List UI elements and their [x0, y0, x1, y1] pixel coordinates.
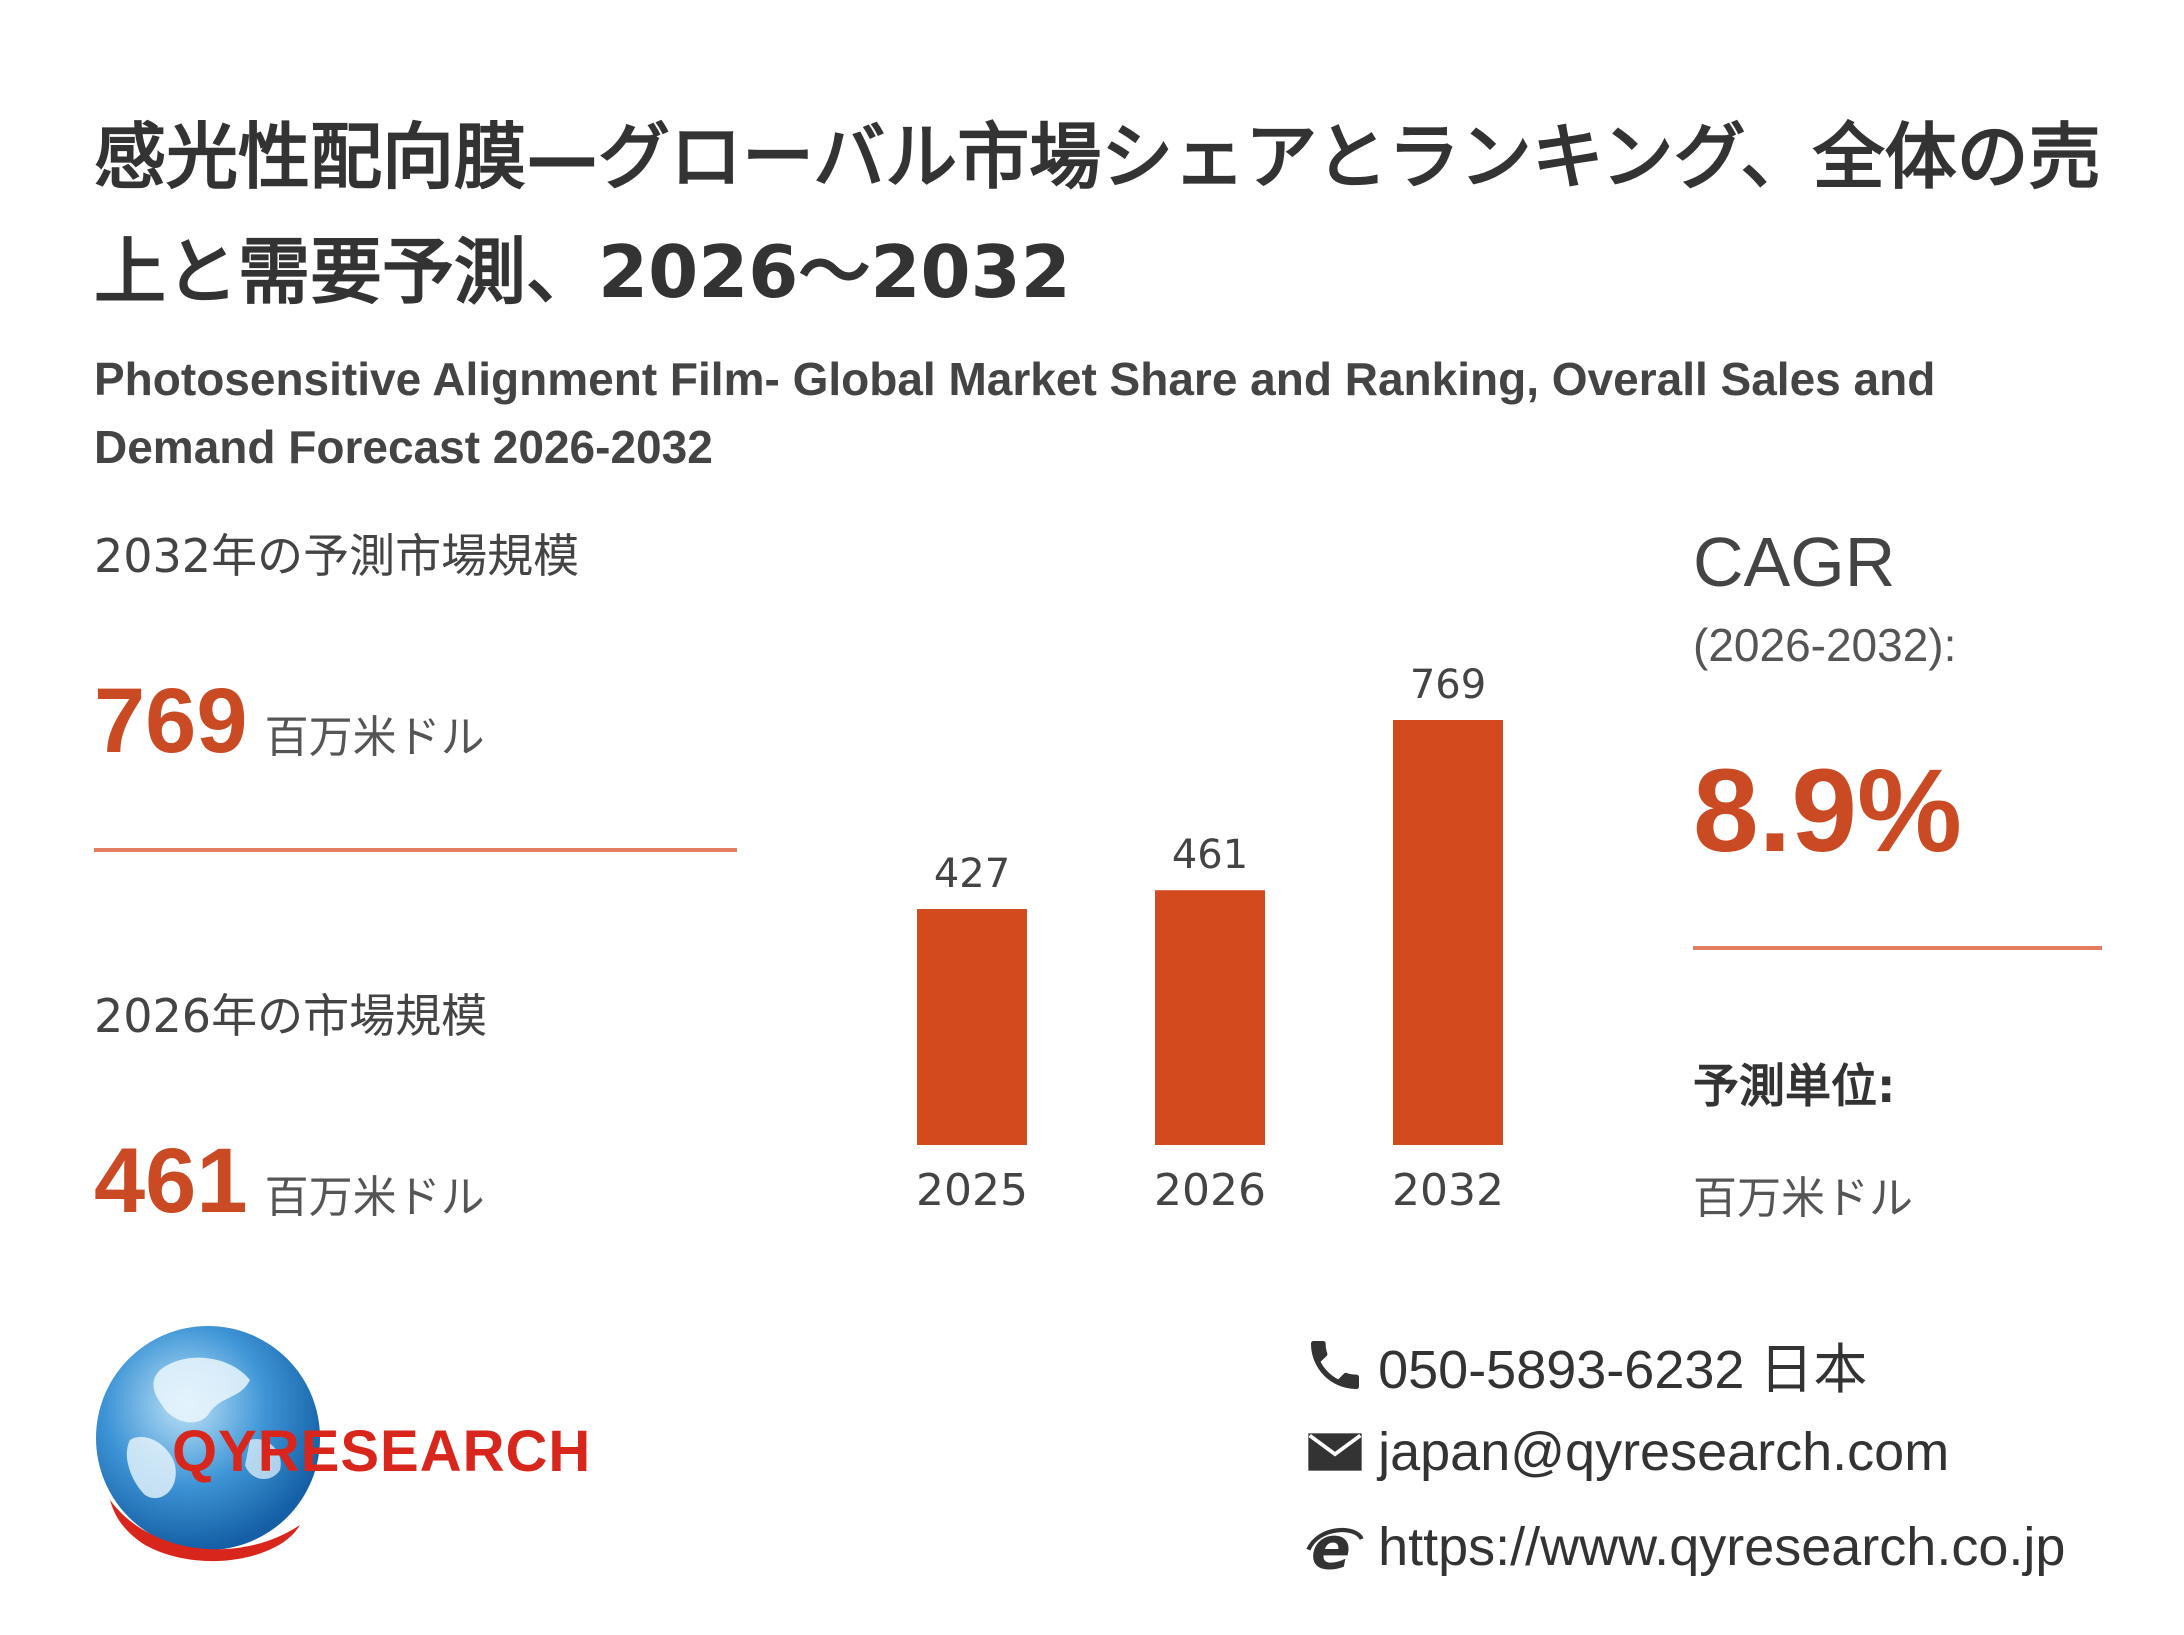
market-size-bar-chart: 427 461 769 2025 2026 2032 — [916, 662, 1504, 1216]
cagr-label: CAGR — [1693, 523, 1896, 601]
web-icon: e — [1306, 1514, 1364, 1582]
page-title: 感光性配向膜—グローバル市場シェアとランキング、全体の売上と需要予測、2026～… — [94, 115, 2101, 314]
phone-text: 050-5893-6232 日本 — [1378, 1340, 1868, 1400]
forecast-unit: 百万米ドル — [264, 712, 485, 763]
current-value: 461 — [94, 1130, 248, 1232]
contact-website: e https://www.qyresearch.co.jp — [1303, 1514, 2066, 1582]
unit-value: 百万米ドル — [1693, 1173, 1913, 1224]
unit-heading: 予測単位: — [1693, 1059, 1896, 1113]
mail-icon — [1308, 1433, 1362, 1471]
phone-icon — [1311, 1340, 1359, 1389]
logo-text: QYRESEARCH — [172, 1418, 591, 1485]
category-label-2025: 2025 — [916, 1165, 1028, 1216]
forecast-divider — [94, 848, 737, 852]
website-link[interactable]: https://www.qyresearch.co.jp — [1378, 1517, 2066, 1577]
cagr-value: 8.9% — [1693, 745, 1962, 877]
data-label-2032: 769 — [1410, 662, 1486, 708]
page-subtitle: Photosensitive Alignment Film- Global Ma… — [94, 353, 1936, 473]
data-label-2026: 461 — [1172, 832, 1248, 878]
contact-phone: 050-5893-6232 日本 — [1303, 1325, 1867, 1404]
bar-2025 — [917, 909, 1027, 1145]
current-block: 461 百万米ドル — [94, 1135, 485, 1227]
cagr-divider — [1693, 946, 2102, 950]
bar-2032 — [1393, 720, 1503, 1145]
data-label-2025: 427 — [934, 851, 1010, 897]
logo-text-value: QYRESEARCH — [172, 1419, 592, 1484]
current-label: 2026年の市場規模 — [94, 989, 488, 1043]
category-label-2026: 2026 — [1154, 1165, 1266, 1216]
contact-email: japan@qyresearch.com — [1303, 1420, 1949, 1484]
forecast-label: 2032年の予測市場規模 — [94, 529, 580, 583]
forecast-block: 769 百万米ドル — [94, 675, 485, 767]
globe-logo-icon — [96, 1326, 320, 1562]
current-unit: 百万米ドル — [264, 1172, 485, 1223]
bar-2026 — [1155, 890, 1265, 1145]
qyresearch-logo: QYRESEARCH — [90, 1320, 630, 1570]
svg-text:e: e — [1311, 1515, 1351, 1579]
cagr-period: (2026-2032): — [1693, 619, 1957, 671]
category-label-2032: 2032 — [1392, 1165, 1504, 1216]
forecast-value: 769 — [94, 670, 248, 772]
email-link[interactable]: japan@qyresearch.com — [1378, 1422, 1950, 1482]
